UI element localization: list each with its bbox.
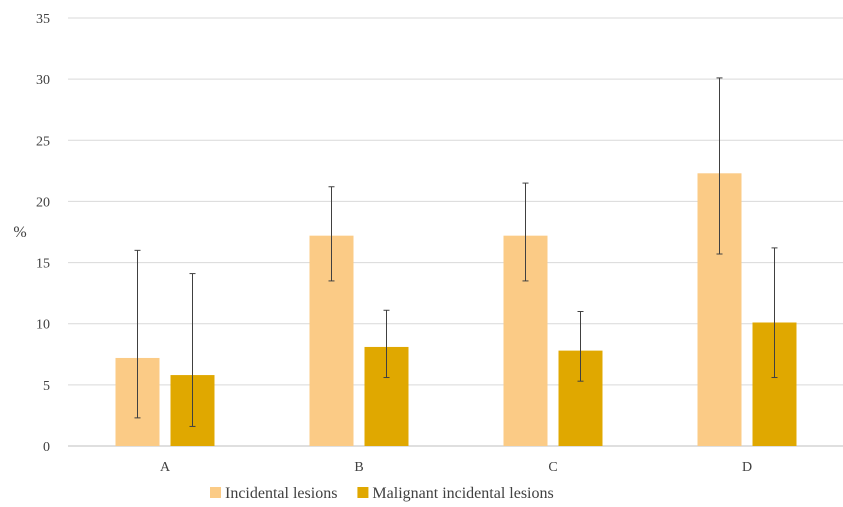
y-axis-title: % bbox=[13, 224, 26, 241]
y-axis-ticks: 0 5 10 15 20 25 30 35 bbox=[36, 12, 50, 455]
legend-swatch-1 bbox=[210, 487, 221, 498]
y-tick-label: 15 bbox=[36, 257, 50, 272]
bars bbox=[115, 173, 797, 446]
y-tick-label: 20 bbox=[36, 195, 50, 210]
x-axis-ticks: A B C D bbox=[160, 460, 752, 475]
legend: Incidental lesions Malignant incidental l… bbox=[210, 485, 554, 502]
y-tick-label: 5 bbox=[43, 379, 50, 394]
y-tick-label: 10 bbox=[36, 318, 50, 333]
legend-label-1: Incidental lesions bbox=[225, 485, 337, 502]
error-bars bbox=[134, 77, 778, 427]
x-tick-label: B bbox=[354, 460, 363, 475]
y-tick-label: 35 bbox=[36, 12, 50, 27]
x-tick-label: A bbox=[160, 460, 171, 475]
x-tick-label: D bbox=[742, 460, 752, 475]
y-tick-label: 25 bbox=[36, 134, 50, 149]
y-tick-label: 30 bbox=[36, 73, 50, 88]
legend-swatch-2 bbox=[357, 487, 369, 498]
x-tick-label: C bbox=[548, 460, 557, 475]
y-tick-label: 0 bbox=[43, 440, 50, 455]
legend-label-2: Malignant incidental lesions bbox=[372, 485, 553, 502]
